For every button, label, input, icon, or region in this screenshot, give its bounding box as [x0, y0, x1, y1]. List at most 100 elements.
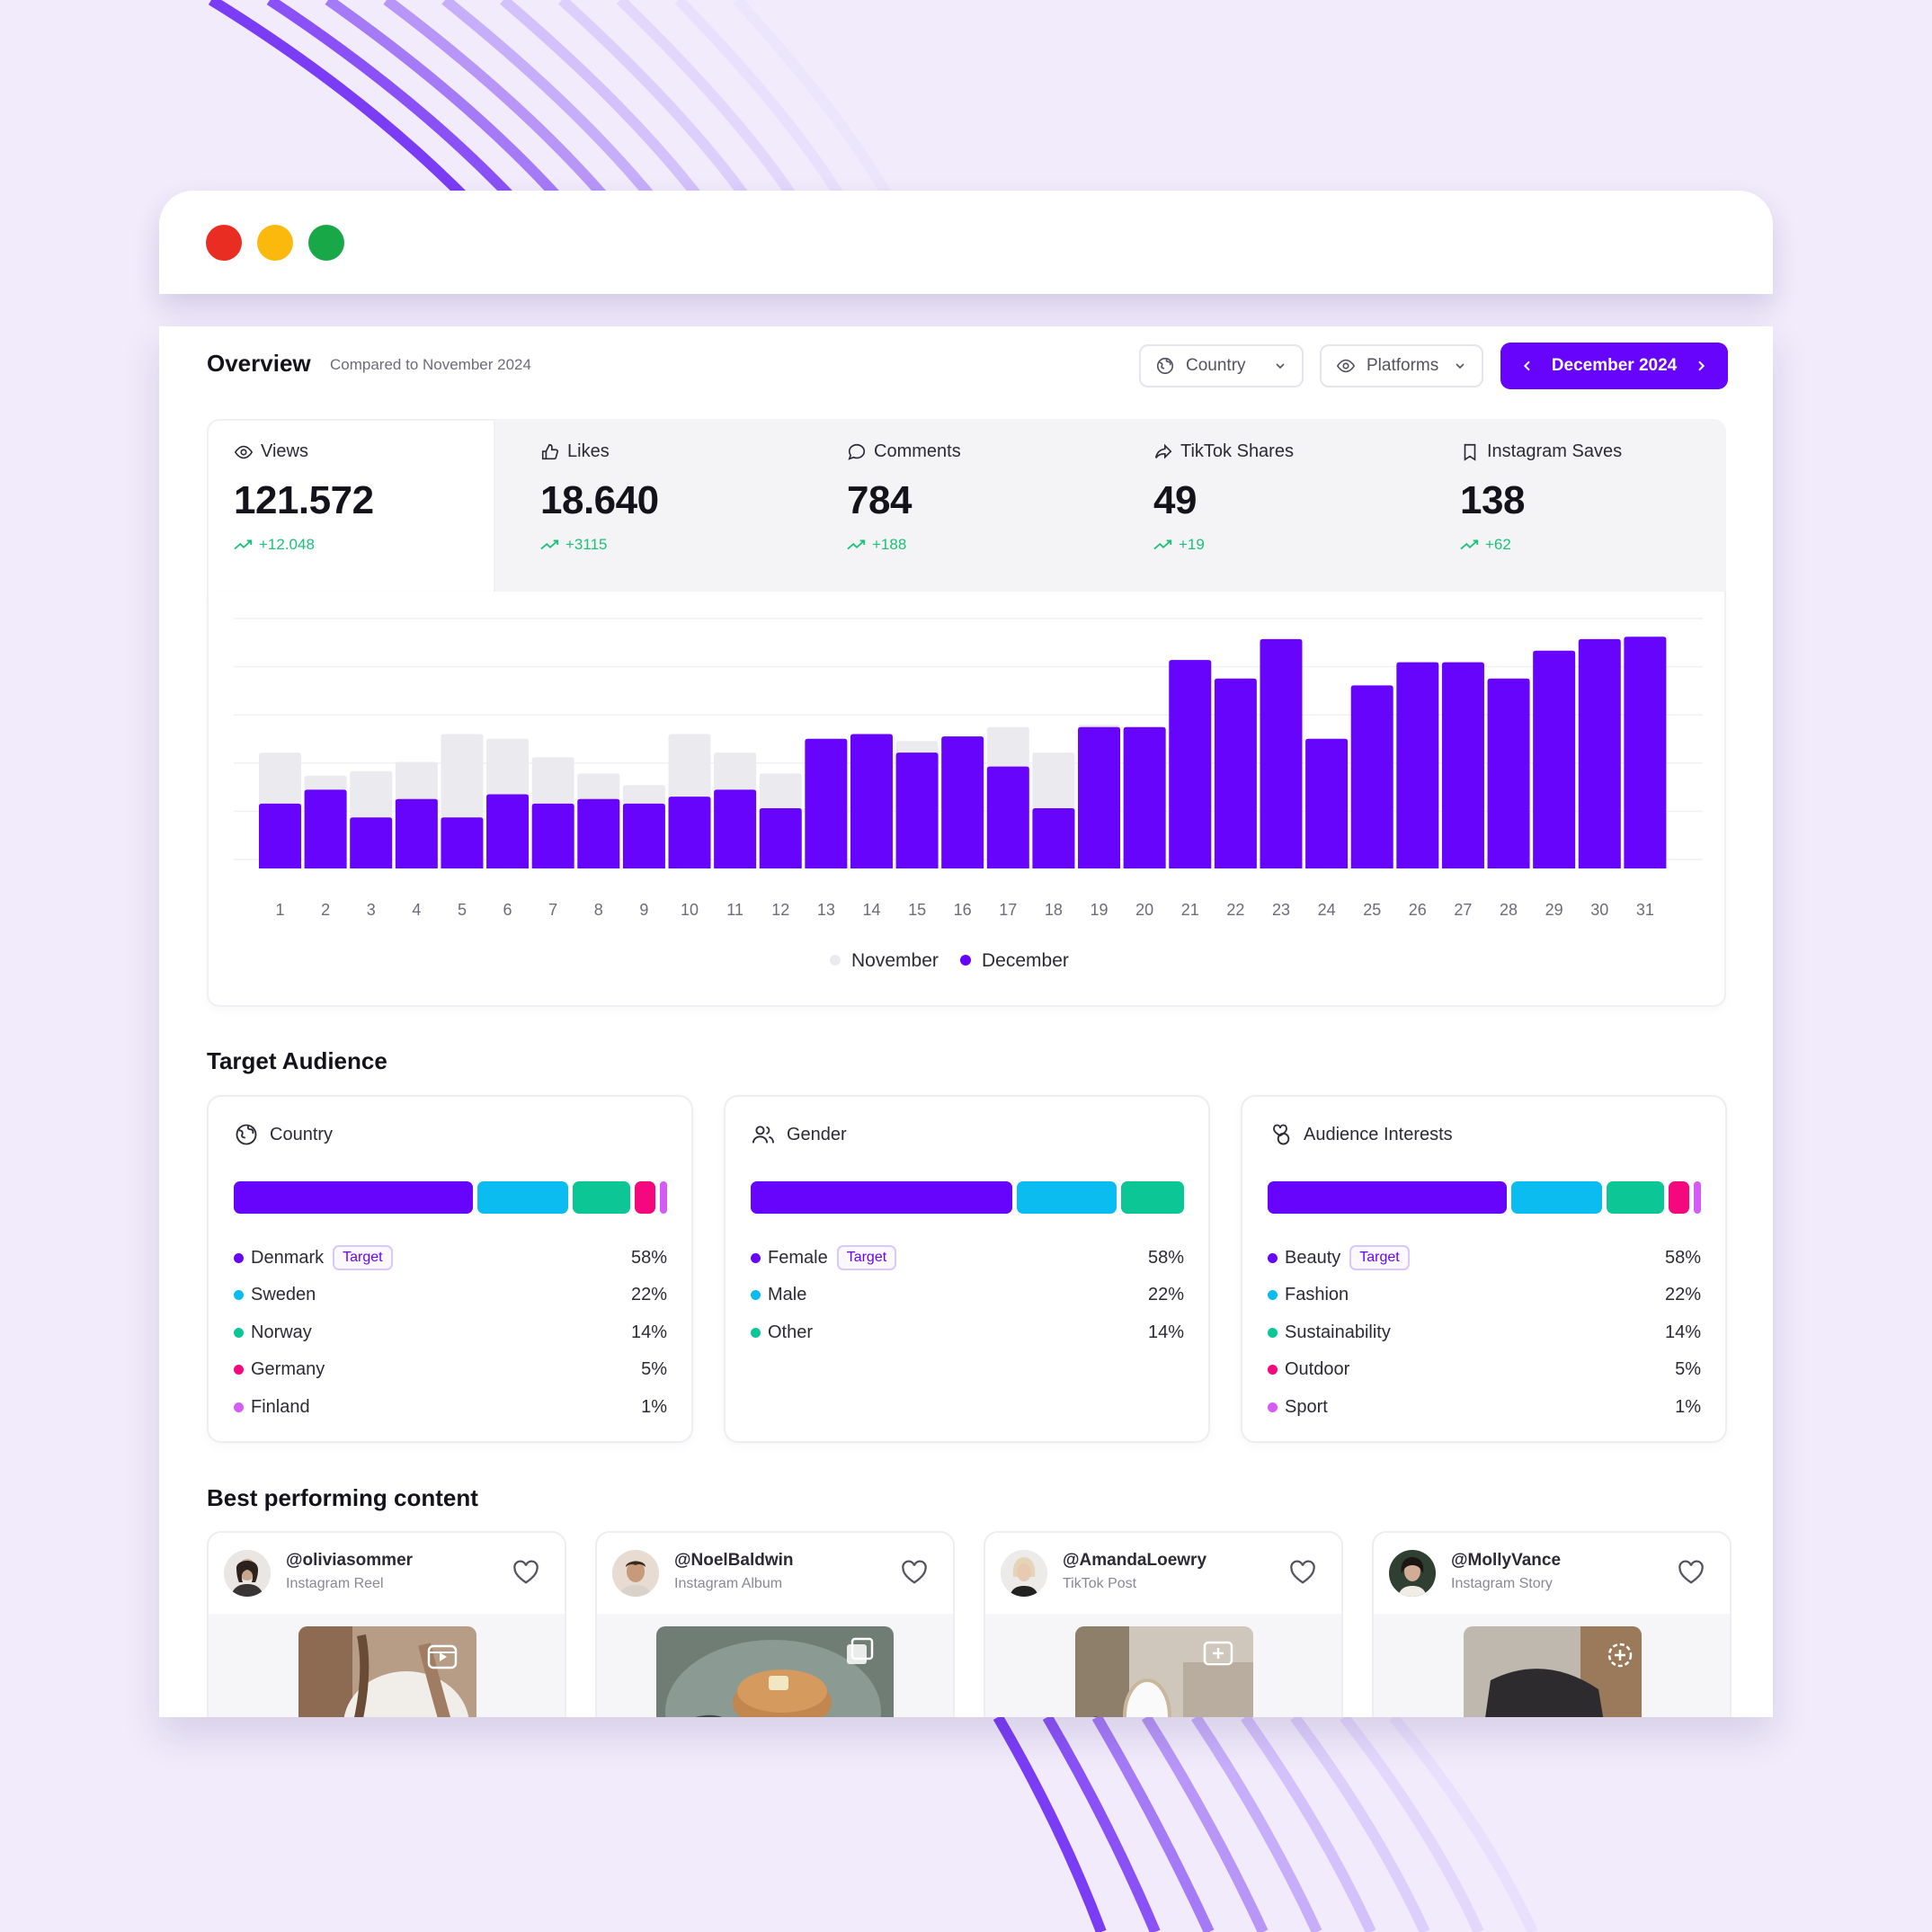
content-thumbnail[interactable] [1075, 1626, 1253, 1717]
content-card[interactable]: @NoelBaldwin Instagram Album [595, 1531, 955, 1717]
content-card[interactable]: @MollyVance Instagram Story [1372, 1531, 1732, 1717]
bar-december[interactable] [1396, 662, 1439, 868]
distribution-segment [572, 1181, 631, 1214]
legend-dot [751, 1327, 761, 1338]
audience-percentage: 5% [641, 1359, 667, 1379]
bar-december[interactable] [1350, 685, 1393, 868]
close-window-button[interactable] [206, 225, 242, 261]
bar-december[interactable] [1214, 678, 1257, 868]
bar-december[interactable] [1487, 678, 1530, 868]
x-tick-label: 15 [908, 901, 926, 919]
x-tick-label: 25 [1363, 901, 1381, 919]
stat-value: 121.572 [234, 478, 374, 522]
distribution-bar [751, 1181, 1184, 1214]
next-month-button[interactable] [1694, 359, 1708, 373]
bar-december[interactable] [486, 794, 530, 868]
bar-december[interactable] [1305, 738, 1349, 868]
audience-percentage: 22% [1664, 1285, 1701, 1304]
content-thumbnail[interactable] [1464, 1626, 1642, 1717]
distribution-segment [1669, 1181, 1690, 1214]
bar-december[interactable] [850, 734, 893, 868]
heart-icon[interactable] [1289, 1560, 1316, 1585]
bar-december[interactable] [895, 752, 939, 868]
bar-december[interactable] [1578, 638, 1621, 868]
stat-label: TikTok Shares [1180, 441, 1294, 461]
eye-icon [1336, 356, 1356, 376]
creator-handle[interactable]: @AmandaLoewry [1063, 1551, 1207, 1570]
bar-december[interactable] [622, 803, 665, 868]
bar-december[interactable] [1441, 662, 1484, 868]
bar-december[interactable] [259, 803, 301, 868]
x-tick-label: 11 [726, 901, 743, 919]
users-icon [751, 1122, 776, 1147]
interests-audience-card: Audience Interests Beauty Target 58% Fashio… [1241, 1095, 1727, 1443]
country-filter-dropdown[interactable]: Country [1139, 344, 1304, 387]
stat-delta: +188 [872, 536, 907, 553]
creator-handle[interactable]: @MollyVance [1451, 1551, 1562, 1570]
bar-december[interactable] [941, 736, 984, 868]
creator-handle[interactable]: @NoelBaldwin [674, 1551, 794, 1570]
bar-december[interactable] [1169, 660, 1212, 868]
gender-audience-card: Gender Female Target 58% Male 22% Other 14% [724, 1095, 1210, 1443]
content-thumbnail[interactable] [298, 1626, 476, 1717]
bar-december[interactable] [986, 766, 1029, 868]
audience-row: Other 14% [751, 1317, 1184, 1348]
distribution-segment [1017, 1181, 1117, 1214]
stat-delta: +62 [1485, 536, 1511, 553]
legend-dot [1268, 1290, 1278, 1300]
bar-december[interactable] [668, 797, 711, 868]
maximize-window-button[interactable] [308, 225, 344, 261]
bar-december[interactable] [395, 798, 438, 868]
x-tick-label: 27 [1454, 901, 1472, 919]
previous-month-button[interactable] [1520, 359, 1535, 373]
bar-december[interactable] [1032, 808, 1075, 868]
stat-tiktok-shares[interactable]: TikTok Shares 49 +19 [1126, 419, 1396, 592]
x-tick-label: 7 [548, 901, 557, 919]
stat-instagram-saves[interactable]: Instagram Saves 138 +62 [1433, 419, 1703, 592]
bar-december[interactable] [714, 789, 757, 868]
audience-percentage: 22% [630, 1285, 667, 1304]
legend-dot [234, 1365, 244, 1375]
x-tick-label: 14 [862, 901, 880, 919]
bar-december[interactable] [1078, 726, 1121, 868]
audience-label: Germany [251, 1359, 325, 1379]
bar-december[interactable] [805, 738, 848, 868]
content-thumbnail[interactable] [656, 1626, 894, 1717]
content-card[interactable]: @AmandaLoewry TikTok Post [984, 1531, 1343, 1717]
bar-december[interactable] [759, 808, 802, 868]
date-picker[interactable]: December 2024 [1500, 343, 1728, 389]
bar-december[interactable] [1260, 638, 1303, 868]
globe-icon [1155, 356, 1175, 376]
trend-up-icon [540, 539, 560, 551]
stat-views[interactable]: Views 121.572 +12.048 [207, 419, 476, 592]
audience-row: Finland 1% [234, 1392, 667, 1422]
minimize-window-button[interactable] [257, 225, 293, 261]
bar-december[interactable] [1123, 726, 1166, 868]
audience-label: Sport [1285, 1396, 1328, 1417]
bar-december[interactable] [441, 817, 484, 868]
bar-december[interactable] [577, 798, 620, 868]
platforms-filter-dropdown[interactable]: Platforms [1320, 344, 1483, 387]
bar-december[interactable] [1624, 637, 1667, 868]
distribution-segment [1694, 1181, 1701, 1214]
stat-value: 49 [1153, 478, 1197, 522]
heart-icon[interactable] [1678, 1560, 1705, 1585]
content-card[interactable]: @oliviasommer Instagram Reel [207, 1531, 566, 1717]
heart-icon[interactable] [901, 1560, 928, 1585]
bar-december[interactable] [304, 789, 347, 868]
stat-value: 18.640 [540, 478, 659, 522]
stat-label: Views [261, 441, 308, 461]
bar-december[interactable] [1533, 650, 1576, 868]
trend-up-icon [847, 539, 867, 551]
audience-row: Sustainability 14% [1268, 1317, 1701, 1348]
stat-value: 784 [847, 478, 912, 522]
heart-icon[interactable] [512, 1560, 539, 1585]
creator-handle[interactable]: @oliviasommer [286, 1551, 414, 1570]
stat-likes[interactable]: Likes 18.640 +3115 [513, 419, 783, 592]
bar-december[interactable] [531, 803, 574, 868]
legend-marker [960, 955, 971, 966]
audience-percentage: 14% [630, 1322, 667, 1342]
bar-december[interactable] [350, 817, 393, 868]
stat-comments[interactable]: Comments 784 +188 [820, 419, 1090, 592]
